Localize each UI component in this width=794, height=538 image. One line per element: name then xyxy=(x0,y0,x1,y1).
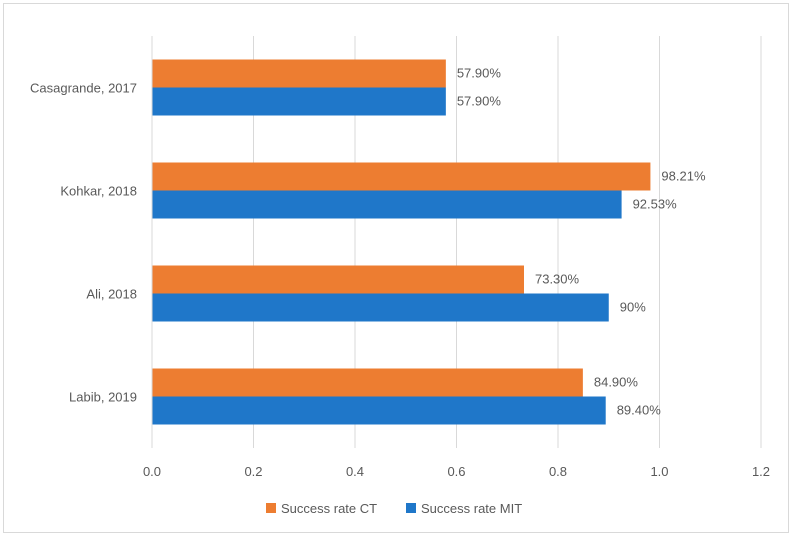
data-label: 57.90% xyxy=(457,66,502,81)
category-label: Kohkar, 2018 xyxy=(60,184,137,199)
legend-swatch xyxy=(266,503,276,513)
legend-label: Success rate CT xyxy=(281,501,377,516)
bar-mit xyxy=(152,293,609,322)
data-label: 57.90% xyxy=(457,94,502,109)
bar-ct xyxy=(152,265,524,294)
x-tick-label: 0.6 xyxy=(447,464,465,479)
bar-ct xyxy=(152,368,583,397)
data-label: 89.40% xyxy=(617,403,662,418)
legend-label: Success rate MIT xyxy=(421,501,522,516)
category-label: Ali, 2018 xyxy=(86,287,137,302)
x-tick-label: 0.8 xyxy=(549,464,567,479)
x-tick-label: 0.2 xyxy=(244,464,262,479)
x-tick-label: 1.0 xyxy=(650,464,668,479)
bar-ct xyxy=(152,162,651,191)
data-label: 84.90% xyxy=(594,375,639,390)
bar-mit xyxy=(152,190,622,219)
legend-swatch xyxy=(406,503,416,513)
bar-ct xyxy=(152,59,446,88)
data-label: 90% xyxy=(620,300,646,315)
data-label: 92.53% xyxy=(633,197,678,212)
data-label: 98.21% xyxy=(661,169,706,184)
x-tick-label: 0.0 xyxy=(143,464,161,479)
data-label: 73.30% xyxy=(535,272,580,287)
x-tick-label: 1.2 xyxy=(752,464,770,479)
category-label: Casagrande, 2017 xyxy=(30,81,137,96)
bar-mit xyxy=(152,396,606,425)
bar-mit xyxy=(152,87,446,116)
x-tick-label: 0.4 xyxy=(346,464,364,479)
category-label: Labib, 2019 xyxy=(69,390,137,405)
